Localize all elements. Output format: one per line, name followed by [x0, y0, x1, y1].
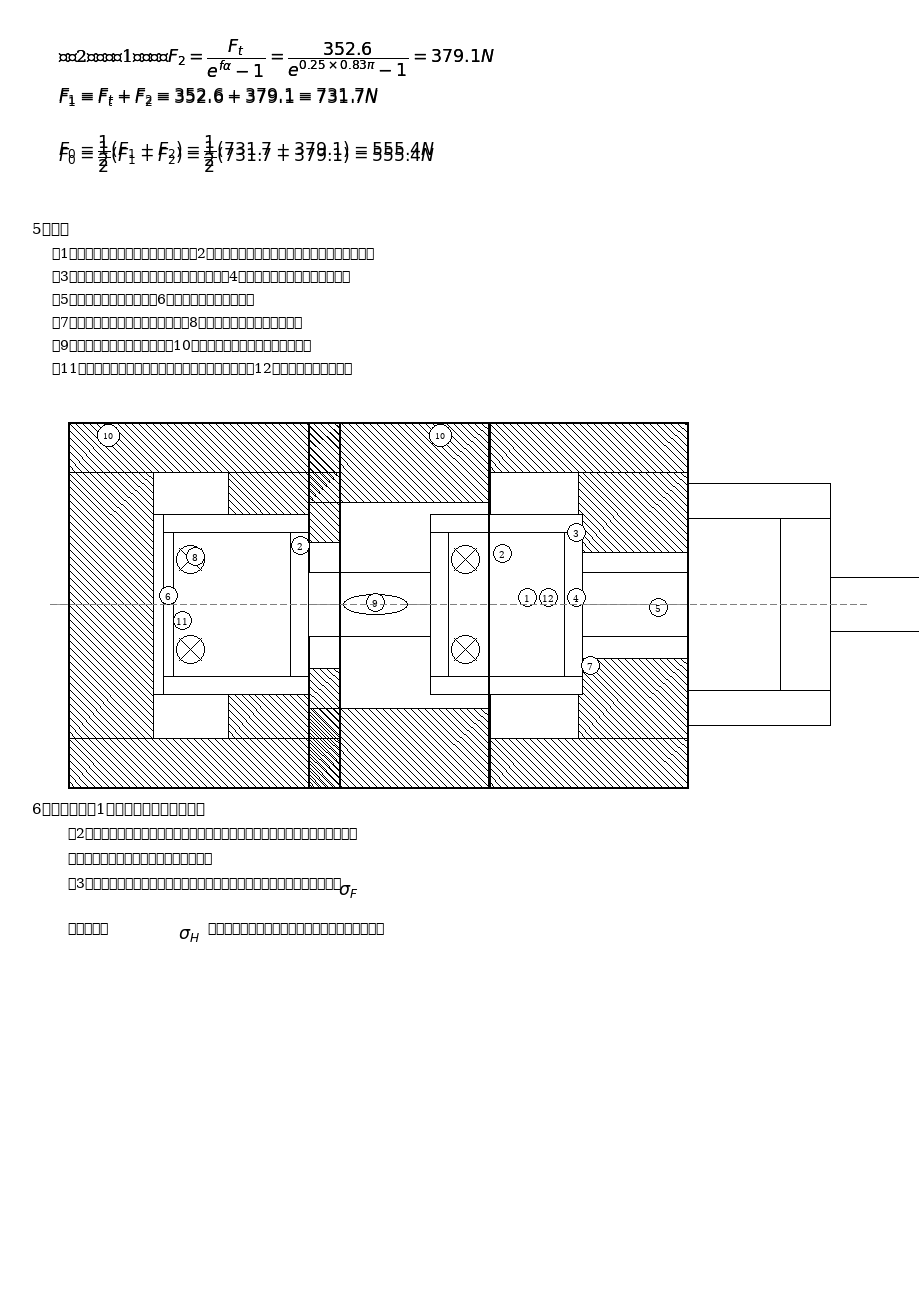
Text: $\sigma_H$: $\sigma_H$ [177, 927, 199, 945]
Text: $F_1 = F_t + F_2 = 352.6 + 379.1 = 731.7N$: $F_1 = F_t + F_2 = 352.6 + 379.1 = 731.7… [58, 88, 379, 108]
Text: $F_0 = \dfrac{1}{2}(F_1+F_2) = \dfrac{1}{2}(731.7+379.1) = 555.4N$: $F_0 = \dfrac{1}{2}(F_1+F_2) = \dfrac{1}… [58, 140, 435, 176]
Text: 将（2）带入（1）式得：$F_2 = \dfrac{F_t}{e^{f\alpha}-1} = \dfrac{352.6}{e^{0.25\times0.83\: 将（2）带入（1）式得：$F_2 = \dfrac{F_t}{e^{f\alph… [58, 38, 494, 81]
Text: $\sigma_F$: $\sigma_F$ [337, 883, 357, 900]
Text: $F_0 = \dfrac{1}{2}(F_1+F_2) = \dfrac{1}{2}(731.7+379.1) = 555.4N$: $F_0 = \dfrac{1}{2}(F_1+F_2) = \dfrac{1}… [58, 134, 435, 169]
Text: $F_1 = F_t + F_2 = 352.6 + 379.1 = 731.7N$: $F_1 = F_t + F_2 = 352.6 + 379.1 = 731.7… [58, 86, 379, 107]
Text: 将（2）带入（1）式得：$F_2 = \dfrac{F_t}{e^{f\alpha}-1} = \dfrac{352.6}{e^{0.25\times0.83\: 将（2）带入（1）式得：$F_2 = \dfrac{F_t}{e^{f\alph… [58, 38, 494, 81]
